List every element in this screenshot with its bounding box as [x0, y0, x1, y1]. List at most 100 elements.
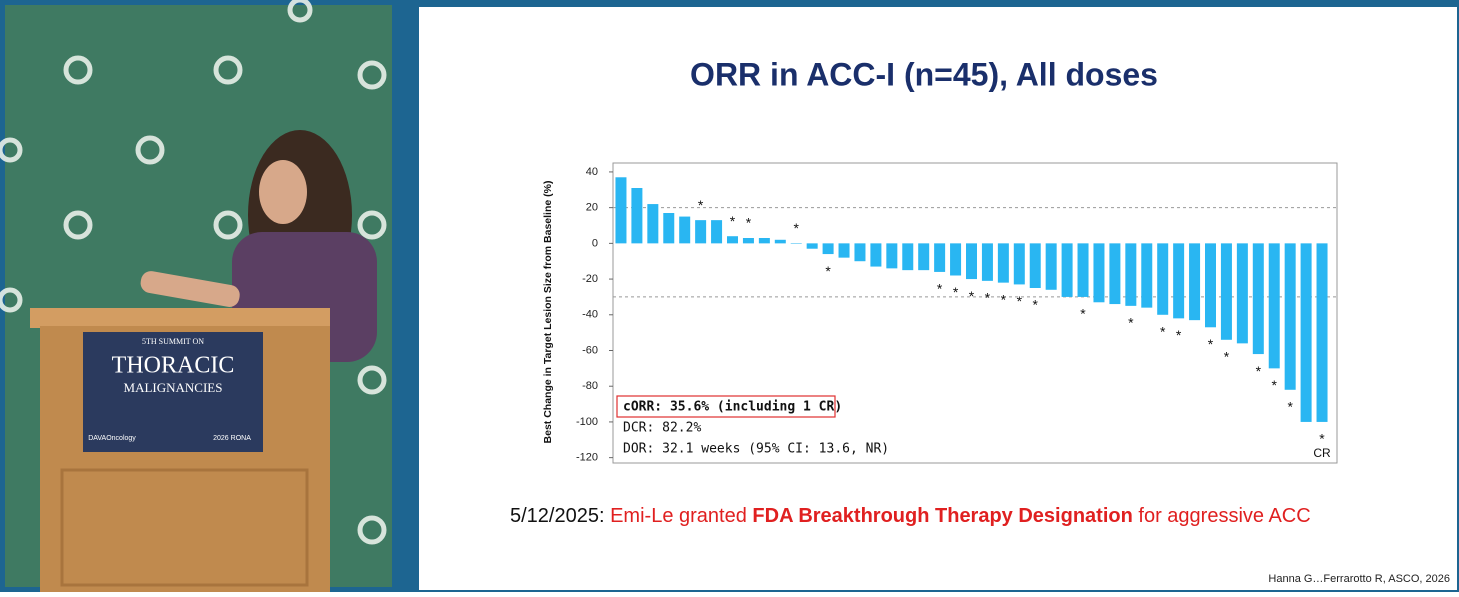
bar: [1205, 243, 1216, 328]
video-panel: 5TH SUMMIT ON THORACIC MALIGNANCIES DAVA…: [0, 0, 392, 592]
bar-marker: *: [1017, 293, 1023, 309]
bar: [790, 243, 802, 244]
bar: [1125, 243, 1137, 306]
bar-marker: *: [969, 288, 975, 304]
y-tick-label: -80: [582, 380, 598, 392]
bar-marker: *: [825, 263, 831, 279]
bar: [997, 243, 1009, 283]
bar: [1157, 243, 1169, 315]
slide-title: ORR in ACC-I (n=45), All doses: [690, 56, 1158, 92]
announcement: 5/12/2025: Emi-Le granted FDA Breakthrou…: [510, 505, 1311, 527]
bar: [758, 238, 770, 244]
bar: [1141, 243, 1153, 308]
bar: [742, 238, 754, 244]
bar-marker: *: [1256, 363, 1262, 379]
stat: DCR: 82.2%: [623, 421, 701, 436]
sign-title: THORACIC: [112, 353, 235, 379]
bar-marker: *: [794, 220, 800, 236]
podium-panel: [60, 468, 309, 587]
bar-marker: *: [1080, 306, 1086, 322]
bar: [1300, 243, 1312, 422]
bar: [966, 243, 977, 280]
bar: [1077, 243, 1089, 297]
sign-sponsor: DAVAOncology: [88, 435, 136, 442]
y-tick-label: -120: [576, 452, 598, 464]
announcement-text: for aggressive ACC: [1138, 505, 1310, 527]
bar: [1268, 243, 1280, 369]
citation: Hanna G…Ferrarotto R, ASCO, 2026: [1268, 573, 1450, 585]
bar: [663, 213, 675, 244]
bar: [1029, 243, 1041, 288]
bar-marker: *: [1319, 431, 1325, 447]
bar: [1316, 243, 1328, 422]
stat: DOR: 32.1 weeks (95% CI: 13.6, NR): [623, 442, 889, 457]
bar-marker: *: [1128, 315, 1134, 331]
bar: [806, 243, 818, 249]
bar: [774, 239, 786, 244]
plot: -120 -100 -80 -60 -40 -20 0 20 40 * * * * * * * * * * * * * * *…: [576, 166, 1337, 464]
bar-marker: *: [746, 215, 752, 231]
bar: [950, 243, 962, 276]
bar-marker: *: [953, 284, 959, 300]
bar: [822, 243, 834, 255]
bar: [1061, 243, 1073, 297]
bar: [695, 220, 707, 244]
bar-note: CR: [1313, 446, 1331, 460]
bar: [631, 188, 643, 244]
bar: [1109, 243, 1121, 305]
bar-marker: *: [1001, 291, 1007, 307]
bar: [1173, 243, 1185, 319]
bar: [711, 220, 723, 244]
bar-marker: *: [1160, 323, 1166, 339]
bar: [679, 216, 691, 244]
announcement-highlight: FDA Breakthrough Therapy Designation: [752, 505, 1132, 527]
bar: [647, 204, 659, 244]
bar: [1252, 243, 1264, 355]
bar: [854, 243, 866, 262]
y-tick-label: -100: [576, 416, 598, 428]
stats-highlight: [616, 395, 836, 418]
bar-marker: *: [1224, 348, 1230, 364]
bar-marker: *: [1287, 398, 1293, 414]
bar: [902, 243, 914, 271]
y-tick-label: -40: [582, 309, 598, 321]
y-tick-label: 40: [586, 166, 598, 178]
y-tick-label: -60: [582, 344, 598, 356]
bar-marker: *: [730, 213, 736, 229]
sign-badge: 2026 RONA: [213, 435, 251, 442]
announcement-text: Emi-Le granted: [610, 505, 747, 527]
announcement-date: 5/12/2025:: [510, 505, 605, 527]
bar: [1189, 243, 1201, 321]
bar-marker: *: [1208, 336, 1214, 352]
bar: [1045, 243, 1057, 290]
bar-marker: *: [985, 290, 991, 306]
stat: cORR: 35.6% (including 1 CR): [623, 400, 842, 415]
bar: [918, 243, 930, 271]
bar-marker: *: [1033, 297, 1039, 313]
backdrop-logos: [0, 0, 387, 545]
bar: [1236, 243, 1248, 344]
bar: [886, 243, 898, 269]
bar: [1093, 243, 1105, 303]
sign-line: 5TH SUMMIT ON: [142, 337, 204, 346]
bar-marker: *: [937, 281, 943, 297]
bar: [838, 243, 850, 258]
plot-frame: [612, 162, 1338, 464]
sign-subtitle: MALIGNANCIES: [124, 380, 223, 395]
podium-top: [30, 308, 330, 328]
bar-marker: *: [1176, 327, 1182, 343]
bar-marker: *: [698, 197, 704, 213]
bar-marker: *: [1272, 377, 1278, 393]
podium-sign: [83, 332, 263, 452]
bar: [1220, 243, 1232, 340]
bar: [1284, 243, 1296, 390]
bar: [870, 243, 882, 267]
slide: [419, 7, 1457, 590]
bar: [981, 243, 993, 281]
y-axis-label: Best Change in Target Lesion Size from B…: [542, 181, 554, 444]
bar: [1013, 243, 1025, 285]
bar: [615, 177, 627, 244]
y-tick-label: 20: [586, 202, 598, 214]
